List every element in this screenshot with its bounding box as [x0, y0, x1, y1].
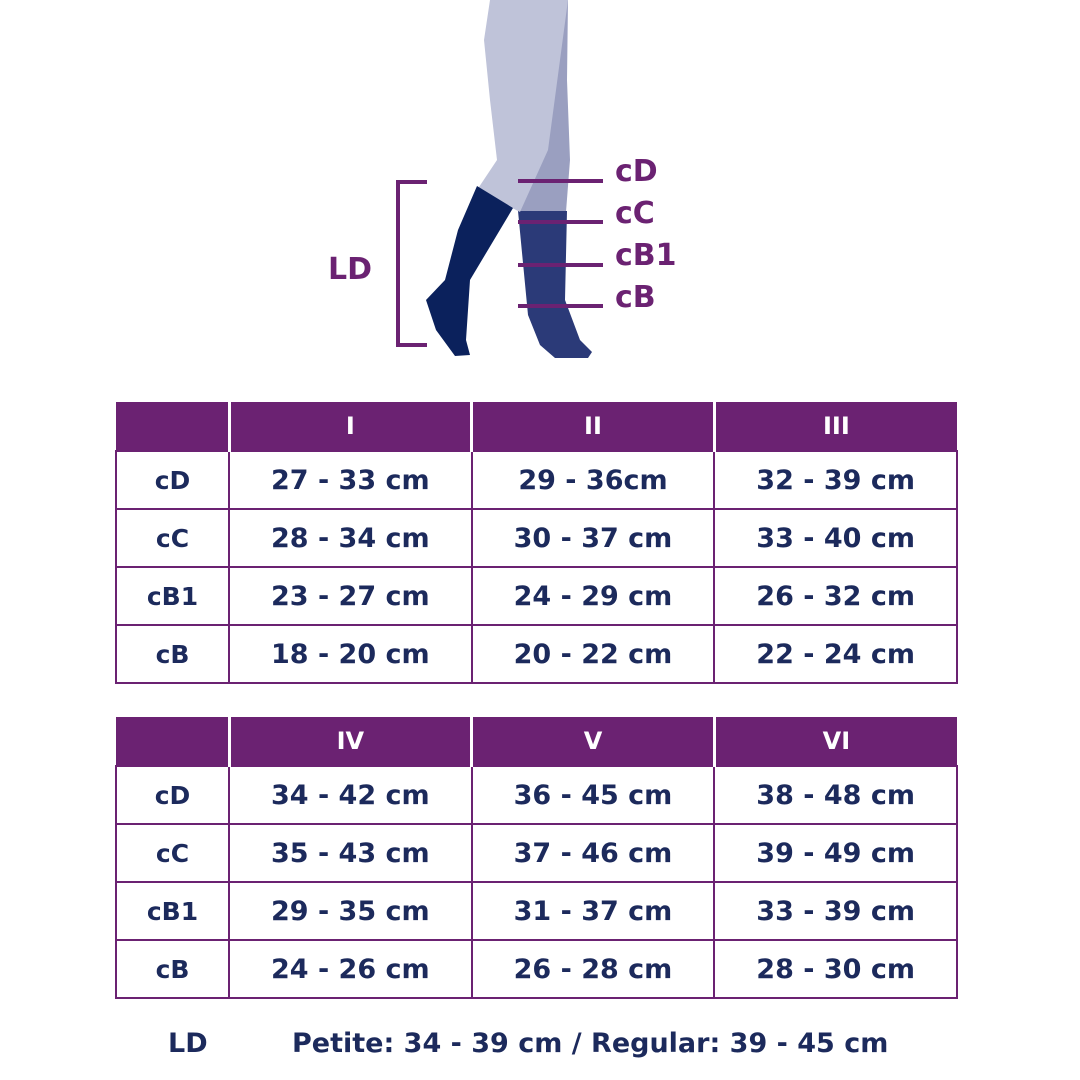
- table-cell: 37 - 46 cm: [470, 823, 716, 883]
- row-label: cD: [115, 450, 230, 510]
- table-row: cD 34 - 42 cm 36 - 45 cm 38 - 48 cm: [115, 765, 958, 825]
- header-cell: [116, 402, 229, 451]
- row-label: cB: [115, 939, 230, 999]
- circumference-label-cb1: cB1: [615, 238, 677, 273]
- table-row: cB1 23 - 27 cm 24 - 29 cm 26 - 32 cm: [115, 566, 958, 626]
- table-header-row: I II III: [116, 402, 957, 451]
- leg-illustration: LD cD cC cB1 cB: [0, 0, 1080, 380]
- header-cell: VI: [712, 717, 957, 766]
- table-cell: 35 - 43 cm: [228, 823, 473, 883]
- table-cell: 38 - 48 cm: [713, 765, 958, 825]
- table-cell: 18 - 20 cm: [228, 624, 473, 684]
- header-cell: III: [712, 402, 957, 451]
- stocking-legs-graphic: [396, 0, 603, 358]
- table-cell: 33 - 40 cm: [713, 508, 958, 568]
- table-cell: 24 - 26 cm: [228, 939, 473, 999]
- table-cell: 36 - 45 cm: [470, 765, 716, 825]
- table-cell: 28 - 30 cm: [713, 939, 958, 999]
- table-cell: 33 - 39 cm: [713, 881, 958, 941]
- size-table-1: I II III cD 27 - 33 cm 29 - 36cm 32 - 39 cm…: [115, 402, 958, 684]
- table-cell: 31 - 37 cm: [470, 881, 716, 941]
- table-cell: 26 - 32 cm: [713, 566, 958, 626]
- table-header-row: IV V VI: [116, 717, 957, 766]
- footer-value: Petite: 34 - 39 cm / Regular: 39 - 45 cm: [292, 1028, 889, 1059]
- table-cell: 28 - 34 cm: [228, 508, 473, 568]
- header-cell: I: [227, 402, 472, 451]
- length-footer: LD Petite: 34 - 39 cm / Regular: 39 - 45…: [0, 1024, 1080, 1064]
- circumference-label-cb: cB: [615, 280, 656, 315]
- row-label: cB: [115, 624, 230, 684]
- footer-label: LD: [168, 1028, 208, 1059]
- table-cell: 32 - 39 cm: [713, 450, 958, 510]
- header-cell: II: [470, 402, 715, 451]
- circumference-label-cc: cC: [615, 196, 655, 231]
- size-table-2: IV V VI cD 34 - 42 cm 36 - 45 cm 38 - 48 cm…: [115, 717, 958, 999]
- table-row: cB 18 - 20 cm 20 - 22 cm 22 - 24 cm: [115, 624, 958, 684]
- table-row: cC 35 - 43 cm 37 - 46 cm 39 - 49 cm: [115, 823, 958, 883]
- header-cell: IV: [227, 717, 472, 766]
- table-cell: 27 - 33 cm: [228, 450, 473, 510]
- table-cell: 29 - 35 cm: [228, 881, 473, 941]
- length-label: LD: [328, 252, 373, 287]
- table-cell: 29 - 36cm: [470, 450, 716, 510]
- row-label: cB1: [115, 881, 230, 941]
- table-cell: 22 - 24 cm: [713, 624, 958, 684]
- row-label: cD: [115, 765, 230, 825]
- table-cell: 26 - 28 cm: [470, 939, 716, 999]
- table-cell: 24 - 29 cm: [470, 566, 716, 626]
- table-row: cB1 29 - 35 cm 31 - 37 cm 33 - 39 cm: [115, 881, 958, 941]
- row-label: cB1: [115, 566, 230, 626]
- table-row: cD 27 - 33 cm 29 - 36cm 32 - 39 cm: [115, 450, 958, 510]
- table-cell: 34 - 42 cm: [228, 765, 473, 825]
- table-cell: 20 - 22 cm: [470, 624, 716, 684]
- row-label: cC: [115, 823, 230, 883]
- circumference-label-cd: cD: [615, 154, 658, 189]
- header-cell: V: [470, 717, 715, 766]
- table-row: cB 24 - 26 cm 26 - 28 cm 28 - 30 cm: [115, 939, 958, 999]
- table-cell: 30 - 37 cm: [470, 508, 716, 568]
- row-label: cC: [115, 508, 230, 568]
- table-cell: 39 - 49 cm: [713, 823, 958, 883]
- table-cell: 23 - 27 cm: [228, 566, 473, 626]
- header-cell: [116, 717, 229, 766]
- table-row: cC 28 - 34 cm 30 - 37 cm 33 - 40 cm: [115, 508, 958, 568]
